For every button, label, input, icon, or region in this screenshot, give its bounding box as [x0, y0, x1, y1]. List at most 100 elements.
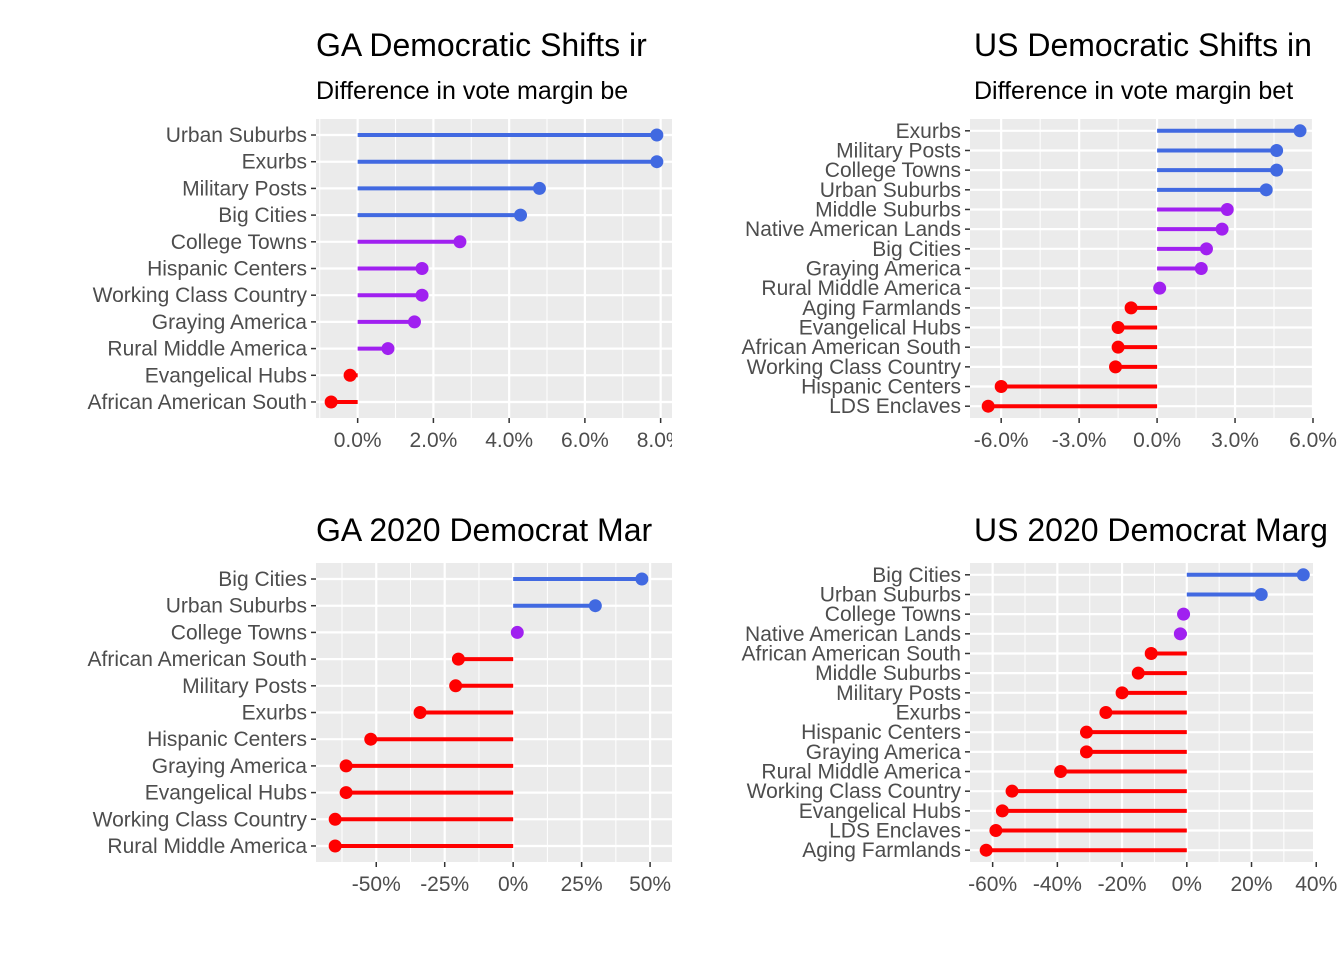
lollipop-point — [1220, 202, 1234, 216]
category-label: Hispanic Centers — [801, 721, 961, 744]
category-label: Military Posts — [182, 177, 307, 200]
x-tick-label: -60% — [968, 873, 1017, 896]
lollipop-point — [415, 262, 429, 275]
lollipop-point — [1131, 666, 1145, 680]
category-label: Hispanic Centers — [801, 376, 961, 399]
category-label: College Towns — [825, 603, 961, 626]
lollipop-point — [1194, 262, 1208, 275]
category-label: Military Posts — [836, 139, 961, 162]
x-tick-label: 4.0% — [485, 429, 533, 452]
lollipop-point — [343, 368, 357, 382]
lollipop-point — [989, 824, 1003, 838]
lollipop-point — [510, 625, 524, 639]
category-label: Big Cities — [218, 204, 307, 227]
x-tick-label: -50% — [352, 873, 401, 896]
lollipop-point — [1177, 607, 1191, 621]
x-tick-label: -3.0% — [1052, 429, 1107, 452]
lollipop-point — [1115, 686, 1129, 700]
chart-panel-ga-2020-margin: GA 2020 Democrat Mar — [316, 512, 652, 548]
chart-subtitle: Difference in vote margin bet — [974, 77, 1293, 105]
lollipop-point — [415, 288, 429, 302]
x-tick-label: -20% — [1098, 873, 1147, 896]
chart-title: US Democratic Shifts in — [974, 27, 1312, 63]
lollipop-point — [1099, 706, 1113, 719]
lollipop-point — [449, 679, 463, 693]
category-label: Rural Middle America — [761, 761, 961, 784]
chart-title: US 2020 Democrat Marg — [974, 512, 1328, 548]
plot-ga-shifts: 0.0% 2.0% 4.0% 6.0% 8.0% — [311, 119, 672, 452]
x-tick-label: 20% — [1231, 873, 1273, 896]
lollipop-point — [407, 315, 421, 329]
x-tick-label: 50% — [629, 873, 671, 896]
category-label: Native American Lands — [745, 623, 961, 646]
category-label: LDS Enclaves — [829, 395, 961, 418]
lollipop-point — [324, 395, 338, 409]
category-label: Evangelical Hubs — [799, 317, 961, 340]
category-label: Working Class Country — [93, 284, 308, 307]
category-label: Military Posts — [182, 675, 307, 698]
x-tick-label: 0% — [498, 873, 528, 896]
x-tick-label: 25% — [561, 873, 603, 896]
lollipop-point — [1144, 646, 1158, 660]
category-label: Exurbs — [242, 702, 307, 725]
chart-title: GA Democratic Shifts ir — [316, 27, 647, 63]
x-tick-label: 40% — [1295, 873, 1337, 896]
category-label: Working Class Country — [93, 808, 308, 831]
lollipop-point — [1259, 183, 1273, 197]
lollipop-point — [339, 786, 353, 800]
lollipop-point — [995, 804, 1009, 818]
lollipop-point — [981, 399, 995, 413]
category-label: Middle Suburbs — [815, 198, 961, 221]
lollipop-point — [1079, 725, 1093, 739]
lollipop-point — [979, 843, 993, 857]
lollipop-point — [1124, 301, 1138, 315]
x-tick-label: 6.0% — [561, 429, 609, 452]
x-tick-label: 0.0% — [1133, 429, 1181, 452]
lollipop-point — [1005, 784, 1019, 798]
category-label: College Towns — [825, 159, 961, 182]
category-label: Urban Suburbs — [820, 583, 961, 606]
category-label: African American South — [742, 642, 961, 665]
lollipop-point — [453, 235, 467, 249]
lollipop-point — [1254, 587, 1268, 601]
lollipop-point — [1079, 745, 1093, 759]
x-tick-label: 0.0% — [334, 429, 382, 452]
category-label: Rural Middle America — [107, 835, 307, 858]
lollipop-point — [650, 155, 664, 169]
lollipop-point — [994, 380, 1008, 394]
lollipop-point — [635, 572, 649, 586]
category-label: Working Class Country — [747, 356, 962, 379]
x-tick-label: 0% — [1172, 873, 1202, 896]
lollipop-point — [1111, 321, 1125, 335]
category-label: LDS Enclaves — [829, 820, 961, 843]
category-label: Evangelical Hubs — [799, 800, 961, 823]
lollipop-point — [339, 759, 353, 773]
x-tick-label: -6.0% — [974, 429, 1029, 452]
lollipop-point — [1111, 340, 1125, 354]
category-label: Urban Suburbs — [820, 179, 961, 202]
lollipop-point — [532, 181, 546, 195]
lollipop-point — [381, 342, 395, 356]
category-label: Exurbs — [896, 702, 961, 725]
category-label: Hispanic Centers — [147, 728, 307, 751]
category-label: Evangelical Hubs — [145, 782, 307, 805]
category-label: Urban Suburbs — [166, 595, 307, 618]
lollipop-point — [328, 812, 342, 826]
category-label: Big Cities — [872, 238, 961, 261]
x-tick-label: 6.0% — [1289, 429, 1337, 452]
category-label: Rural Middle America — [761, 277, 961, 300]
category-label: Evangelical Hubs — [145, 364, 307, 387]
category-label: Graying America — [152, 311, 308, 334]
chart-panel-us-2020-margin: US 2020 Democrat Marg — [974, 512, 1328, 548]
plot-us-shifts: -6.0% -3.0% 0.0% 3.0% 6.0% — [965, 119, 1337, 452]
lollipop-point — [1109, 360, 1123, 374]
category-label: African American South — [742, 336, 961, 359]
plot-us-2020-margin: -60% -40% -20% 0% 20% 40% — [965, 563, 1337, 896]
category-label: Graying America — [806, 258, 962, 281]
lollipop-point — [650, 128, 664, 142]
lollipop-point — [1270, 163, 1284, 177]
category-label: Urban Suburbs — [166, 124, 307, 147]
category-label: Aging Farmlands — [802, 839, 961, 862]
category-label: Exurbs — [896, 120, 961, 143]
